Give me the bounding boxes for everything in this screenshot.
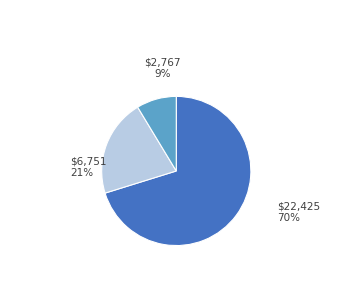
Wedge shape [105, 97, 251, 246]
Text: $6,751
21%: $6,751 21% [71, 156, 107, 178]
Text: $2,767
9%: $2,767 9% [145, 57, 181, 79]
Wedge shape [102, 107, 176, 193]
Wedge shape [138, 97, 176, 171]
Text: $22,425
70%: $22,425 70% [277, 201, 320, 223]
